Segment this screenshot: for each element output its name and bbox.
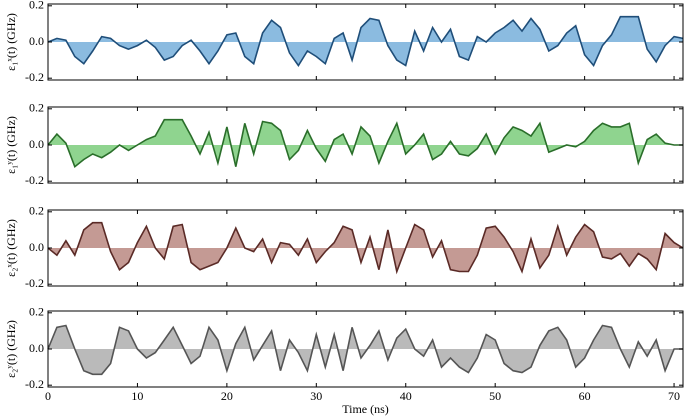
x-tick-label: 70 (668, 389, 680, 403)
y-tick-label: 0.0 (29, 137, 44, 151)
y-tick-label: 0.0 (29, 34, 44, 48)
y-tick-label: -0.2 (25, 377, 44, 391)
y-tick-label: 0.2 (29, 101, 44, 115)
series-line (47, 118, 683, 169)
y-tick-label: 0.0 (29, 240, 44, 254)
y-axis-label: ε₁ʸ(t) (GHz) (4, 116, 18, 174)
y-tick-label: -0.2 (25, 276, 44, 290)
x-axis-label: Time (ns) (342, 402, 389, 416)
x-tick-label: 60 (579, 389, 591, 403)
x-tick-label: 30 (310, 389, 322, 403)
x-tick-label: 10 (131, 389, 143, 403)
area-fill (48, 119, 683, 167)
series-line (47, 221, 684, 275)
y-axis-label: ε₂ˣ(t) (GHz) (4, 219, 18, 277)
y-tick-label: 0.2 (29, 0, 44, 12)
x-tick-label: 40 (400, 389, 412, 403)
y-axis-label: ε₂ʸ(t) (GHz) (4, 320, 18, 378)
y-tick-label: 0.2 (29, 204, 44, 218)
x-tick-label: 0 (45, 389, 51, 403)
y-tick-label: -0.2 (25, 70, 44, 84)
y-tick-label: 0.2 (29, 305, 44, 319)
series-line (47, 324, 683, 376)
area-fill (48, 325, 683, 375)
y-tick-label: -0.2 (25, 173, 44, 187)
area-fill (48, 222, 683, 272)
y-tick-label: 0.0 (29, 341, 44, 355)
x-tick-label: 20 (221, 389, 233, 403)
y-axis-label: ε₁ˣ(t) (GHz) (4, 13, 18, 71)
x-tick-label: 50 (489, 389, 501, 403)
series-line (47, 15, 684, 67)
